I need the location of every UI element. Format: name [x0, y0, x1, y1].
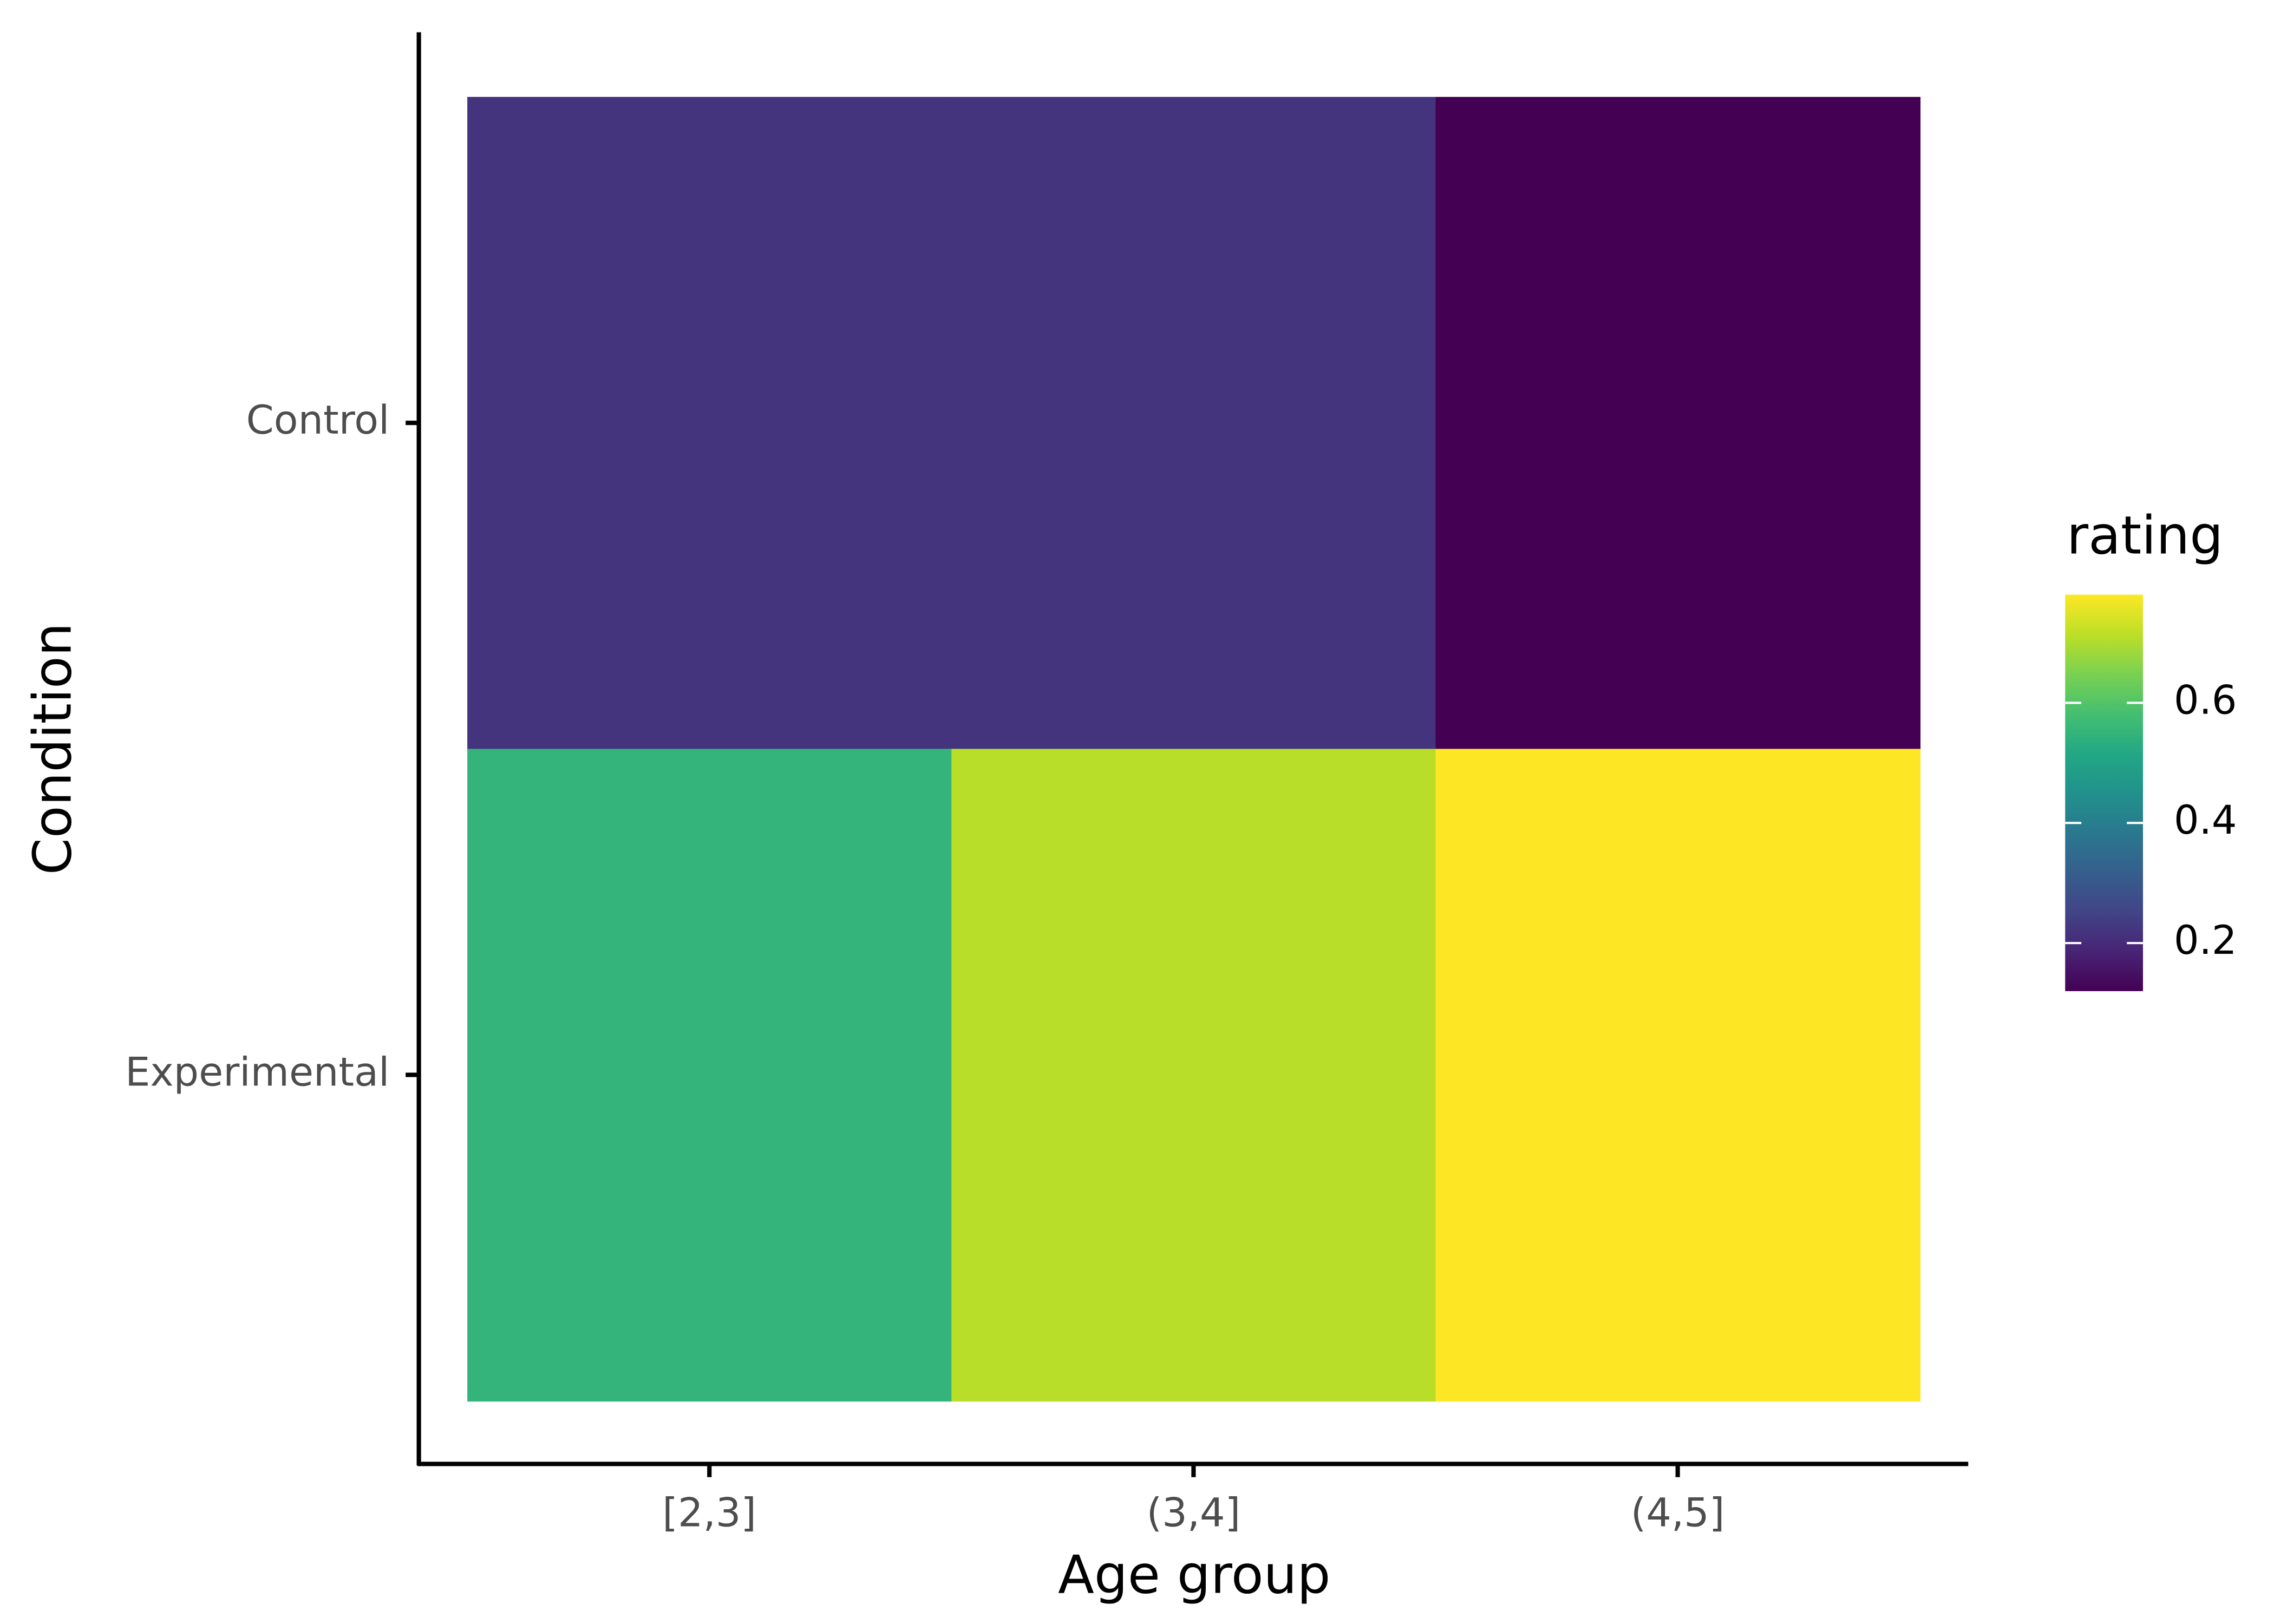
heat-cell [1435, 97, 1921, 750]
legend-title: rating [2067, 505, 2223, 566]
colorbar-tick-label: 0.2 [2174, 918, 2237, 964]
heat-cell [1435, 749, 1921, 1402]
x-tick-label: (4,5] [1631, 1490, 1725, 1536]
heat-cell [951, 749, 1436, 1402]
heat-cell [467, 97, 952, 750]
colorbar-tick-label: 0.6 [2174, 677, 2237, 723]
x-tick-label: (3,4] [1147, 1490, 1241, 1536]
y-axis-title: Condition [22, 623, 83, 875]
colorbar-tick-label: 0.4 [2174, 797, 2237, 843]
y-tick-label: Control [246, 397, 390, 443]
x-tick-label: [2,3] [662, 1490, 756, 1536]
x-axis-title: Age group [1058, 1544, 1330, 1606]
colorbar [2065, 594, 2144, 991]
heat-cell [467, 749, 952, 1402]
heat-cell [951, 97, 1436, 750]
y-tick-label: Experimental [125, 1050, 389, 1096]
